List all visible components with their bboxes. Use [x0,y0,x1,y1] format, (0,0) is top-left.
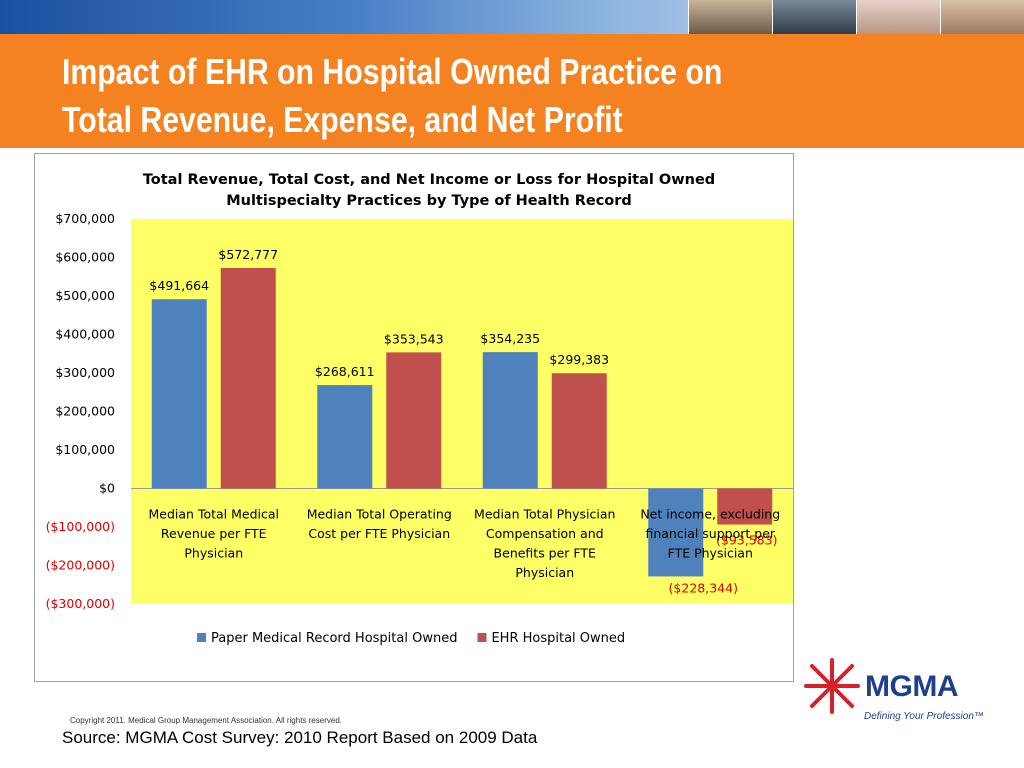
data-label: $572,777 [218,247,278,262]
bar [648,488,704,577]
x-category-label: Physician [515,565,574,580]
header-photo-nurse [856,0,940,34]
data-label: ($93,583) [716,533,777,548]
slide-title: Impact of EHR on Hospital Owned Practice… [62,48,818,144]
chart-title-line: Total Revenue, Total Cost, and Net Incom… [143,172,715,188]
y-tick-label: $300,000 [55,365,115,380]
chart-frame: Total Revenue, Total Cost, and Net Incom… [34,153,794,682]
x-category-label: Cost per FTE Physician [308,526,450,541]
legend-swatch [197,633,206,642]
chart-title-line: Multispecialty Practices by Type of Heal… [226,193,632,209]
bar [551,373,607,489]
mgma-star-icon [804,658,860,714]
data-label: $299,383 [549,352,609,367]
bar-chart: Total Revenue, Total Cost, and Net Incom… [46,172,793,646]
slide-title-line-2: Total Revenue, Expense, and Net Profit [62,99,623,140]
x-category-label: FTE Physician [668,546,753,561]
mgma-wordmark: MGMA [865,670,958,703]
x-category-label: Median Total Physician [474,507,615,522]
x-category-label: Benefits per FTE [494,546,596,561]
header-photo-strip [688,0,1024,34]
header-photo-band [0,0,1024,34]
x-category-label: Median Total Medical [149,507,280,522]
y-tick-label: $600,000 [55,250,115,265]
y-tick-label: $400,000 [55,327,115,342]
y-tick-label: $100,000 [55,442,115,457]
data-label: ($228,344) [669,580,738,595]
y-tick-label: ($100,000) [46,519,115,534]
bar [482,352,538,489]
y-tick-label: $200,000 [55,404,115,419]
data-label: $353,543 [384,331,444,346]
mgma-tagline: Defining Your Profession™ [864,711,984,722]
legend-label: Paper Medical Record Hospital Owned [211,631,457,646]
y-tick-label: ($300,000) [46,596,115,611]
header-photo-professional [940,0,1024,34]
mgma-logo: MGMA Defining Your Profession™ [800,652,990,732]
source-note: Source: MGMA Cost Survey: 2010 Report Ba… [62,728,538,747]
legend-label: EHR Hospital Owned [491,631,625,646]
bar [717,488,773,525]
copyright-notice: Copyright 2011. Medical Group Management… [70,716,342,725]
x-category-label: financial support per [645,526,775,541]
header-photo-stethoscope [772,0,856,34]
bar [151,299,207,489]
x-category-label: Net income, excluding [640,507,780,522]
x-category-label: Revenue per FTE [161,526,267,541]
y-tick-label: ($200,000) [46,558,115,573]
data-label: $491,664 [149,278,209,293]
legend-swatch [477,633,487,642]
y-tick-label: $700,000 [55,211,115,226]
x-category-label: Compensation and [486,526,604,541]
x-category-label: Median Total Operating [307,507,452,522]
y-tick-label: $0 [99,481,115,496]
bar [386,352,442,489]
title-band [0,34,1024,148]
bar [317,385,373,489]
header-photo-doctors [688,0,772,34]
data-label: $354,235 [480,331,540,346]
y-tick-label: $500,000 [55,288,115,303]
slide-title-line-1: Impact of EHR on Hospital Owned Practice… [62,51,723,92]
bar [220,267,276,489]
x-category-label: Physician [184,546,243,561]
data-label: $268,611 [315,364,375,379]
